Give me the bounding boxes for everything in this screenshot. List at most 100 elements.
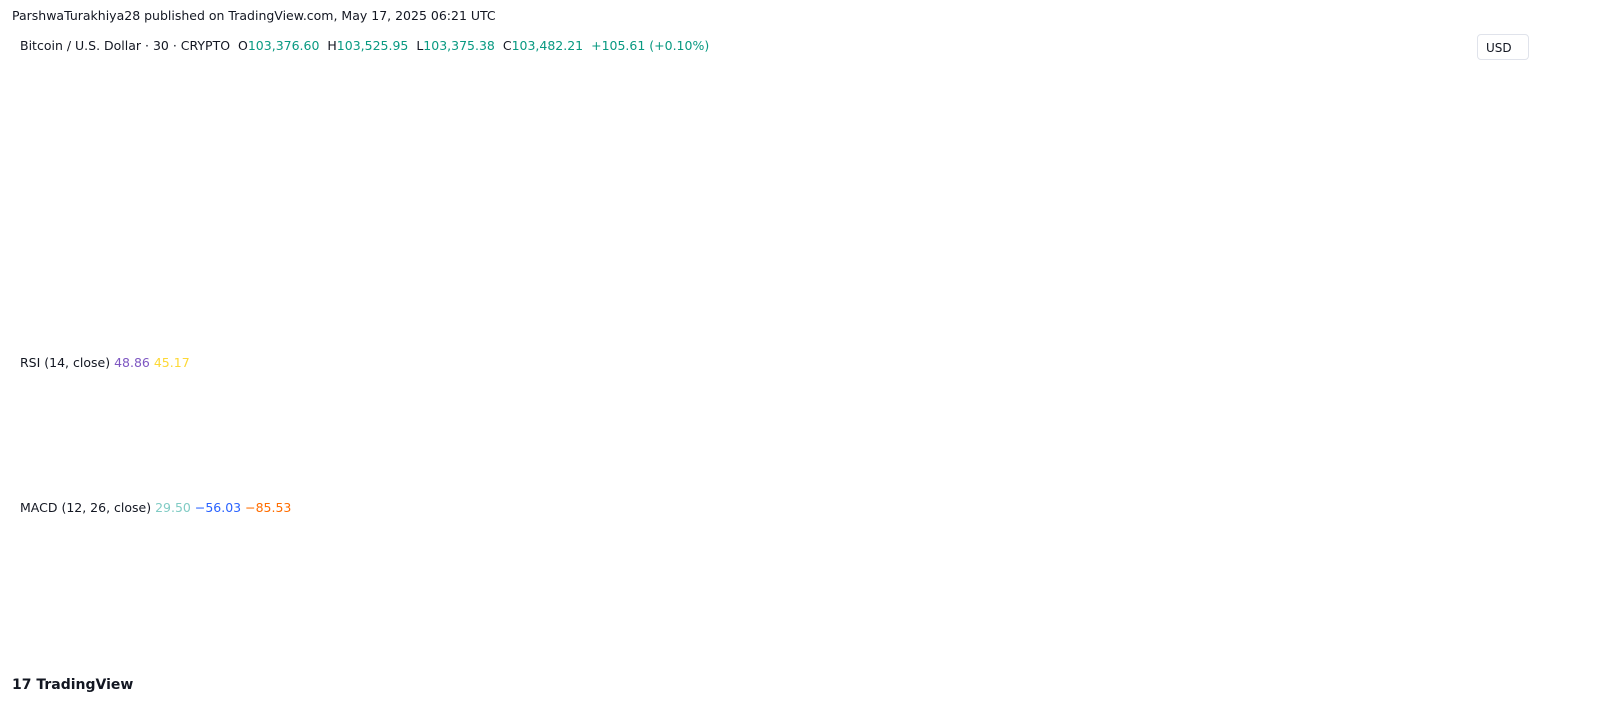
candle-body: [683, 221, 688, 235]
macd-histogram-bar: [1066, 565, 1072, 575]
low-value: 103,375.38: [423, 38, 495, 53]
macd-histogram-bar: [111, 550, 116, 565]
candle: [1281, 172, 1286, 209]
macd-histogram-bar: [748, 565, 753, 572]
macd-histogram-bar: [72, 558, 77, 565]
candle: [1320, 147, 1325, 174]
candle: [462, 121, 467, 142]
macd-histogram-bar: [1008, 565, 1013, 570]
candle-body: [280, 114, 285, 120]
candle-body: [72, 235, 77, 241]
time-tick-label: 14: [294, 644, 311, 658]
candle-body: [637, 175, 643, 195]
tradingview-logo[interactable]: 𝟭𝟳 TradingView: [12, 677, 133, 693]
macd-histogram-bar: [312, 565, 318, 583]
macd-title[interactable]: MACD (12, 26, close): [20, 500, 152, 515]
macd-histogram-bar: [637, 565, 643, 568]
candle-body: [169, 151, 175, 161]
candle-body: [59, 224, 64, 230]
macd-histogram-bar: [722, 565, 727, 583]
macd-histogram-bar: [351, 565, 357, 580]
macd-histogram-bar: [1047, 565, 1052, 581]
candle-body: [1060, 144, 1065, 153]
macd-histogram-bar: [917, 560, 922, 565]
candle: [332, 139, 337, 162]
candle-body: [1183, 130, 1189, 151]
candle: [260, 75, 266, 100]
candle-body: [715, 269, 721, 291]
candle-body: [150, 155, 155, 160]
time-tick-label: 15: [606, 644, 623, 658]
candle: [91, 220, 97, 231]
macd-histogram-bar: [1307, 559, 1312, 565]
macd-histogram-bar: [306, 565, 311, 581]
price-tick-label: 104,000.00: [1485, 123, 1554, 137]
macd-histogram-bar: [234, 556, 240, 565]
candle: [728, 262, 734, 289]
rsi-title[interactable]: RSI (14, close): [20, 355, 111, 370]
macd-histogram-bar: [1294, 564, 1299, 566]
candle-body: [956, 117, 961, 125]
candle-body: [514, 170, 519, 191]
macd-histogram-bar: [65, 558, 71, 565]
candle: [1177, 131, 1182, 158]
candle: [143, 149, 149, 168]
currency-button[interactable]: USD: [1477, 34, 1529, 60]
candle-body: [722, 286, 727, 291]
rsi-tick-label: 60.00: [1485, 379, 1519, 393]
candle-body: [982, 114, 987, 126]
macd-histogram-bar: [494, 565, 500, 572]
rsi-ma-line: [15, 366, 1323, 515]
macd-histogram-bar: [1229, 565, 1234, 573]
candle: [741, 270, 747, 291]
candle: [1157, 107, 1163, 134]
candle-body: [624, 144, 630, 147]
macd-histogram-bar: [98, 556, 103, 565]
candle: [247, 66, 253, 100]
rsi-ma-value-label: [1473, 421, 1521, 438]
candle: [865, 158, 870, 224]
candle-body: [1027, 124, 1033, 129]
macd-histogram-bar: [254, 555, 259, 565]
candle-body: [709, 264, 714, 270]
macd-histogram-bar: [150, 550, 155, 565]
macd-histogram-bar: [533, 565, 539, 575]
macd-histogram-bar: [46, 565, 51, 571]
candle-body: [1040, 171, 1046, 181]
candle: [845, 128, 851, 148]
macd-histogram-bar: [715, 565, 721, 583]
candle: [585, 150, 591, 165]
candle-body: [735, 270, 740, 279]
macd-histogram-bar: [936, 561, 942, 565]
candle-body: [527, 186, 532, 205]
macd-hist-legend-value: 29.50: [155, 500, 191, 515]
rsi-legend-value: 48.86: [114, 355, 150, 370]
symbol-title[interactable]: Bitcoin / U.S. Dollar · 30 · CRYPTO: [20, 38, 231, 53]
candle-body: [260, 83, 266, 95]
candle-body: [163, 150, 168, 152]
candle-body: [124, 169, 129, 184]
close-value: 103,482.21: [511, 38, 584, 53]
candle-body: [208, 139, 214, 145]
macd-histogram-bar: [1320, 558, 1325, 565]
candle: [481, 125, 487, 138]
candle-body: [1125, 146, 1130, 155]
candle: [377, 130, 383, 148]
candle: [897, 178, 903, 193]
candle: [780, 227, 786, 253]
candle-body: [338, 153, 344, 155]
candle-body: [754, 280, 760, 282]
candle: [130, 159, 136, 172]
candle: [1105, 137, 1111, 149]
macd-histogram-bar: [962, 557, 968, 565]
macd-histogram-bar: [897, 563, 903, 565]
candle-body: [1177, 138, 1182, 151]
candle-body: [1222, 160, 1228, 162]
macd-histogram-bar: [696, 565, 701, 580]
candle: [436, 155, 441, 173]
candle-body: [26, 259, 32, 290]
chart-frame: [9, 29, 1546, 666]
candle-body: [605, 157, 610, 165]
macd-histogram-bar: [1034, 565, 1039, 579]
